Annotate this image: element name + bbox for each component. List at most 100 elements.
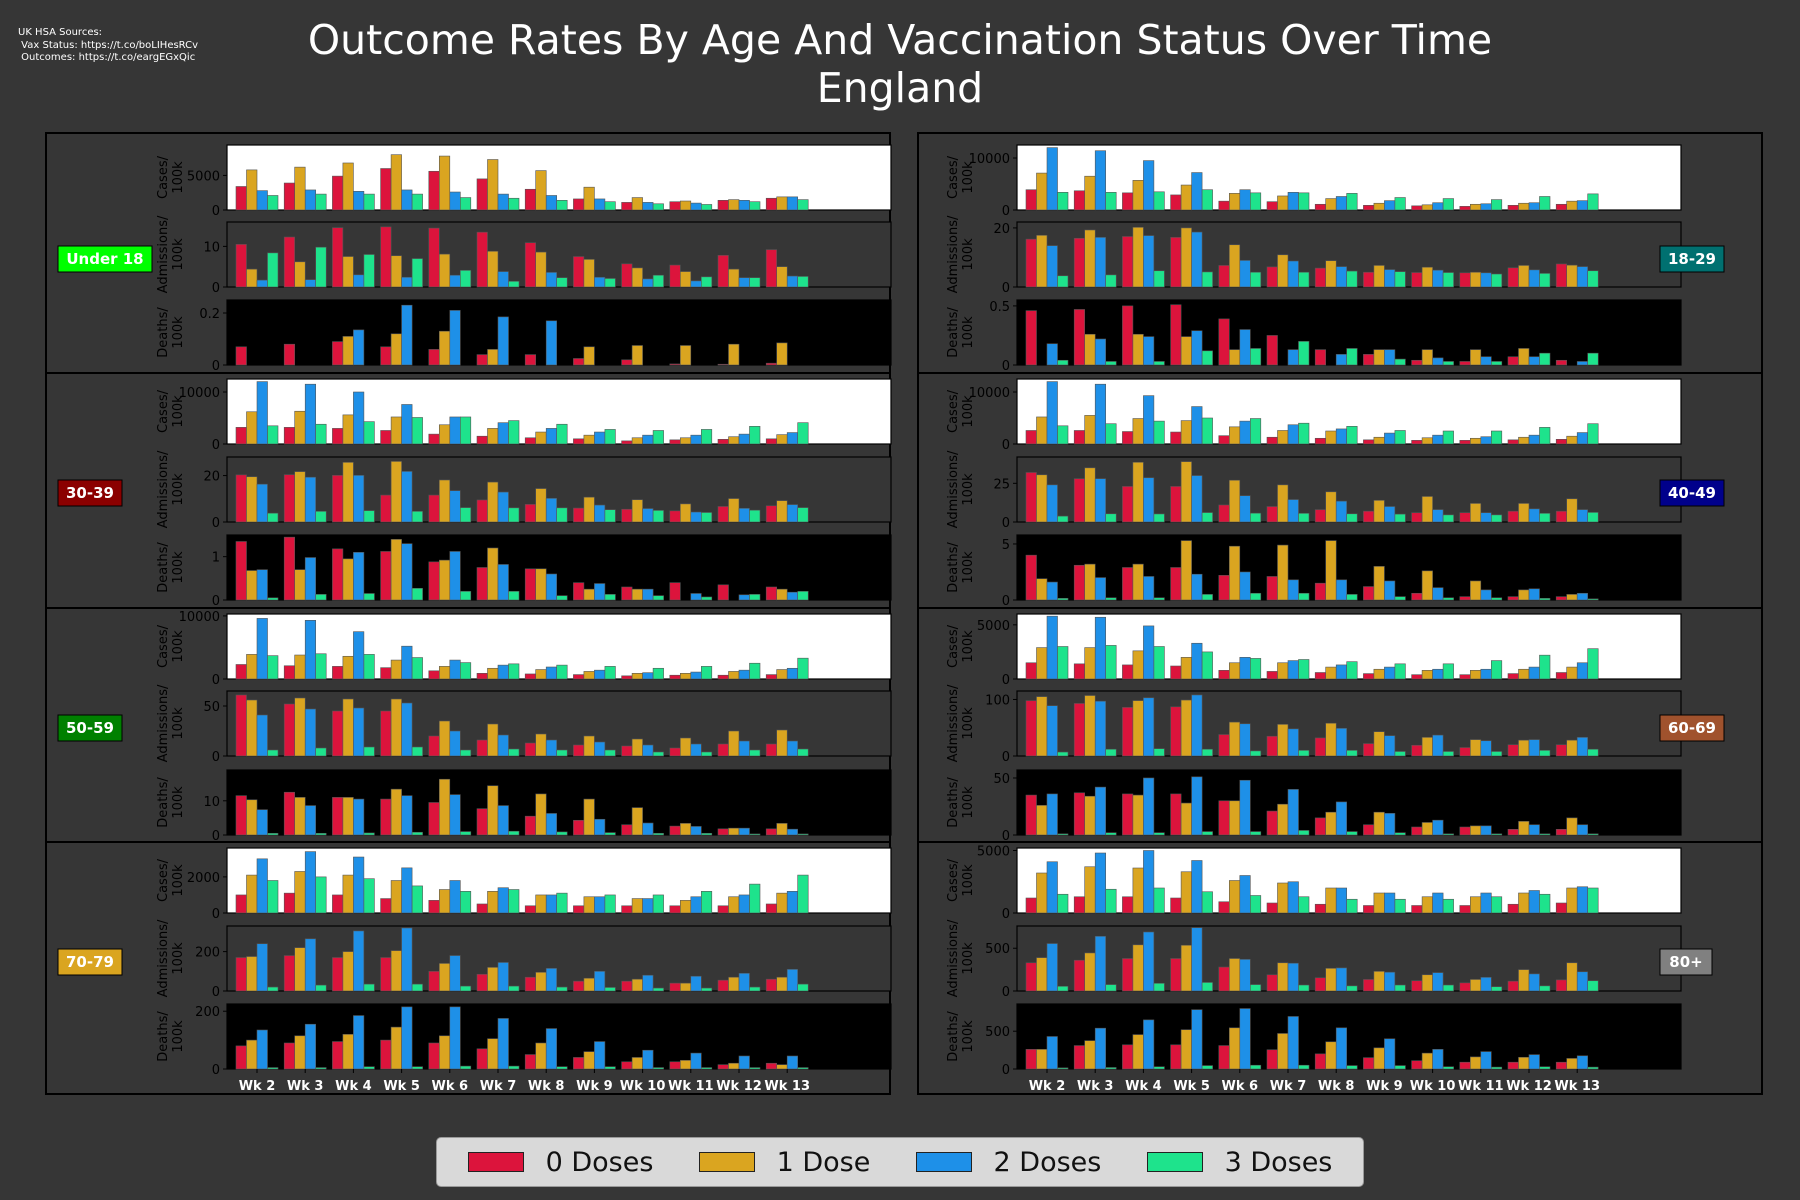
y-tick-label: 10: [203, 795, 220, 810]
bar: [1191, 642, 1203, 680]
y-axis-label-line: 100k: [961, 707, 976, 740]
bar: [1442, 430, 1454, 445]
age-badge: [1659, 479, 1725, 507]
y-axis-label-line: 100k: [961, 238, 976, 271]
bar: [1507, 903, 1519, 914]
bar: [535, 894, 547, 914]
bar: [1057, 833, 1069, 836]
subplot-admissions: 0 50 Admissions/100k: [156, 684, 892, 765]
bar: [765, 1062, 778, 1070]
bar: [1229, 193, 1241, 211]
bar: [1432, 587, 1444, 601]
bar: [1105, 274, 1117, 288]
bar: [1480, 272, 1492, 288]
y-tick-label: 0: [212, 750, 220, 765]
bar: [380, 430, 392, 445]
bar: [594, 504, 606, 523]
bar: [1555, 828, 1567, 836]
y-axis-label: Cases/100k: [156, 624, 186, 668]
bar: [1250, 895, 1262, 914]
bar: [380, 346, 392, 366]
bar: [1346, 750, 1358, 757]
bar: [1325, 260, 1337, 288]
bar: [652, 832, 664, 836]
bar: [604, 201, 616, 211]
bar: [669, 582, 681, 601]
y-axis-label-line: 100k: [961, 551, 976, 584]
bar: [728, 498, 740, 523]
bar: [1555, 1061, 1567, 1070]
y-tick-label: 0: [1002, 829, 1010, 844]
bar: [1314, 267, 1326, 288]
bar: [1394, 1065, 1406, 1070]
bar: [583, 259, 595, 288]
bar: [1153, 270, 1165, 288]
bar: [1373, 436, 1385, 445]
bar: [1528, 890, 1540, 914]
bar: [1470, 979, 1482, 992]
bar: [1132, 1034, 1144, 1070]
bar: [449, 274, 461, 288]
bar: [717, 828, 729, 836]
bar: [652, 1067, 664, 1070]
y-axis-label-line: 100k: [961, 942, 976, 975]
bar: [535, 793, 547, 836]
bar: [235, 474, 247, 523]
bar: [669, 905, 681, 914]
bar: [1153, 887, 1165, 914]
bar: [476, 231, 488, 288]
y-axis-label-line: Cases/: [156, 624, 171, 668]
subplot-deaths: 0 1 Deaths/100k: [156, 534, 892, 609]
bar: [1325, 666, 1337, 680]
y-tick-label: 5000: [977, 619, 1010, 634]
bar: [1046, 581, 1058, 601]
bar: [1298, 830, 1310, 836]
bar: [642, 974, 654, 992]
bar: [1384, 200, 1396, 211]
bar: [1036, 872, 1048, 914]
bar: [1073, 792, 1085, 836]
bar: [545, 195, 558, 211]
subplot-deaths: 0 0.2 Deaths/100k: [156, 299, 892, 374]
bar: [690, 1052, 702, 1070]
bar: [717, 506, 729, 523]
bar: [1277, 1033, 1289, 1070]
bar: [594, 669, 606, 680]
bar: [1250, 592, 1262, 601]
bar: [487, 547, 499, 601]
bar: [1470, 896, 1482, 914]
bar: [1191, 231, 1203, 288]
bar: [604, 894, 616, 914]
bar: [1036, 805, 1048, 836]
bar: [1180, 227, 1192, 288]
bar: [1132, 794, 1144, 836]
bar: [1566, 739, 1578, 757]
bar: [1153, 420, 1165, 445]
bar: [1373, 668, 1385, 680]
bar: [700, 1067, 713, 1070]
bar: [1539, 833, 1551, 836]
bar: [1298, 341, 1310, 366]
bar: [1432, 509, 1444, 523]
panel-40-49: 010000Cases/100k025Admissions/100k05Deat…: [946, 378, 1725, 609]
y-axis-label: Deaths/100k: [946, 777, 976, 828]
bar: [1180, 540, 1192, 601]
bar: [631, 898, 643, 914]
bar: [1266, 436, 1278, 445]
bar: [1421, 670, 1433, 680]
bar: [1229, 349, 1241, 366]
bar: [1384, 269, 1396, 288]
bar: [1587, 748, 1599, 757]
bar: [1153, 748, 1165, 757]
bar: [1057, 893, 1069, 914]
bar: [1287, 1016, 1299, 1070]
bar: [594, 1041, 606, 1070]
bar: [1587, 833, 1599, 836]
bar: [235, 795, 247, 836]
bar: [728, 671, 740, 680]
bar: [476, 499, 488, 523]
bar: [1576, 200, 1588, 211]
subplot-admissions: 0 10 Admissions/100k: [156, 215, 892, 296]
bar: [545, 813, 558, 836]
y-axis-label-line: Admissions/: [156, 919, 171, 997]
